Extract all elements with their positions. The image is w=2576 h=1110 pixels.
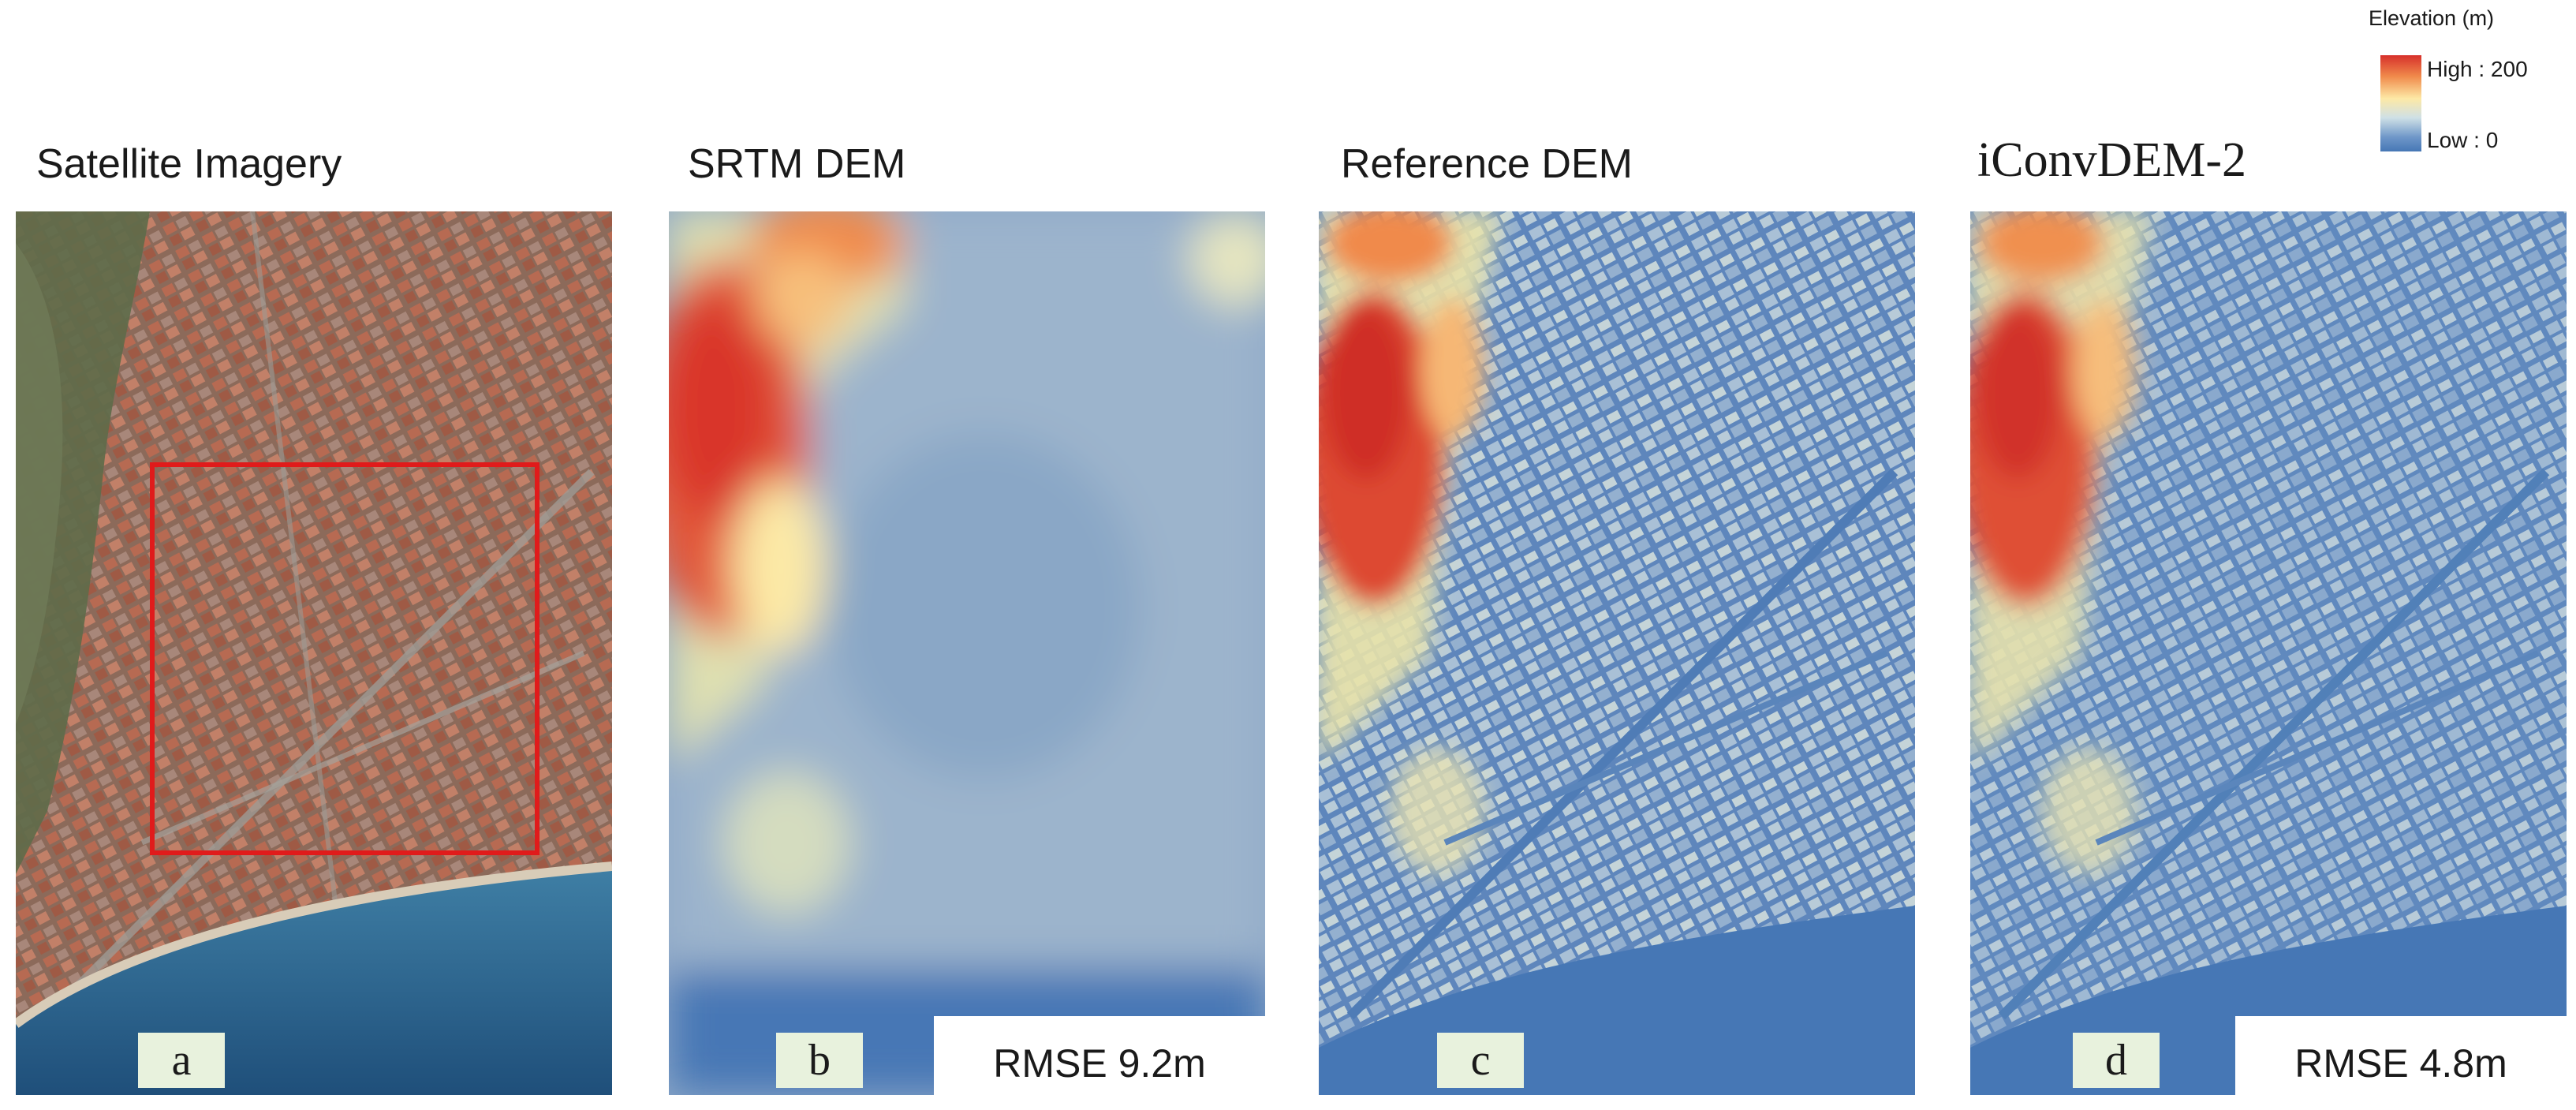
iconvdem-map: [1970, 211, 2567, 1095]
panel-title-reference: Reference DEM: [1341, 141, 1633, 187]
rmse-label-srtm: RMSE 9.2m: [934, 1016, 1265, 1095]
legend-high-label: High : 200: [2427, 57, 2528, 81]
iconvdem-panel: d RMSE 4.8m: [1970, 211, 2567, 1095]
panel-title-satellite: Satellite Imagery: [36, 141, 342, 187]
rmse-label-iconvdem: RMSE 4.8m: [2235, 1016, 2567, 1095]
legend-low-label: Low : 0: [2427, 128, 2499, 152]
satellite-imagery-panel: a: [16, 211, 612, 1095]
reference-dem-map: [1319, 211, 1915, 1095]
srtm-dem-panel: b RMSE 9.2m: [669, 211, 1265, 1095]
legend-title: Elevation (m): [2369, 6, 2495, 30]
panel-letter-c: c: [1437, 1033, 1524, 1088]
panel-letter-d: d: [2073, 1033, 2160, 1088]
panel-letter-b: b: [776, 1033, 863, 1088]
study-area-box: [150, 462, 539, 855]
panel-title-iconvdem: iConvDEM-2: [1977, 133, 2246, 187]
reference-dem-panel: c: [1319, 211, 1915, 1095]
elevation-color-ramp: [2380, 55, 2421, 151]
panel-title-srtm: SRTM DEM: [688, 141, 906, 187]
srtm-dem-map: [669, 211, 1265, 1095]
satellite-image: [16, 211, 612, 1095]
panel-letter-a: a: [138, 1033, 225, 1088]
